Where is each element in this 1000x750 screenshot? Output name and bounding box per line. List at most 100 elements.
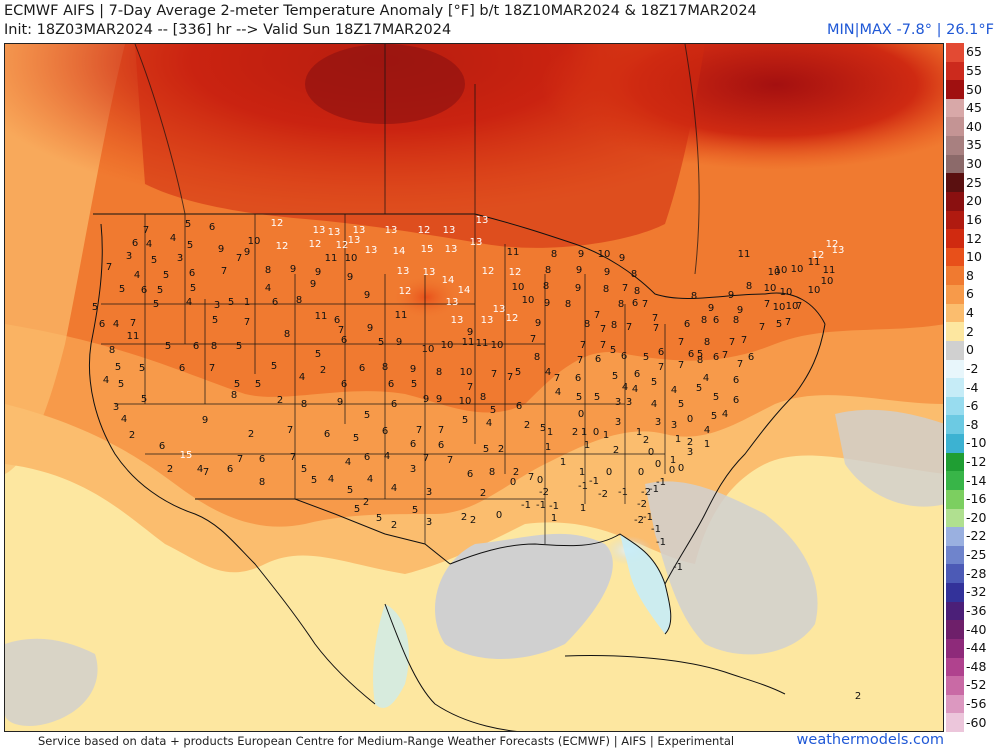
anomaly-value: 13 (446, 297, 459, 308)
anomaly-value: 3 (177, 253, 183, 264)
anomaly-value: 10 (422, 344, 435, 355)
anomaly-value: 5 (462, 415, 468, 426)
legend-label: 4 (966, 305, 974, 320)
east-atlantic-neutral-area (835, 409, 943, 507)
anomaly-value: 7 (600, 340, 606, 351)
anomaly-value: 8 (584, 319, 590, 330)
legend-swatch (946, 396, 964, 416)
legend-swatch (946, 638, 964, 658)
anomaly-value: 0 (687, 414, 693, 425)
anomaly-value: 8 (259, 477, 265, 488)
legend-swatch (946, 527, 964, 547)
legend-label: 55 (966, 62, 982, 78)
anomaly-value: 1 (670, 455, 676, 466)
anomaly-value: 8 (231, 390, 237, 401)
legend-label: -6 (966, 398, 979, 414)
anomaly-value: -1 (673, 562, 683, 573)
legend-label: 30 (966, 156, 982, 172)
anomaly-value: 5 (643, 352, 649, 363)
anomaly-value: 10 (808, 285, 821, 296)
anomaly-value: 1 (244, 297, 250, 308)
anomaly-value: 5 (713, 392, 719, 403)
anomaly-value: -1 (656, 537, 666, 548)
anomaly-value: 3 (214, 300, 220, 311)
anomaly-value: 7 (729, 337, 735, 348)
anomaly-value: 12 (418, 225, 431, 236)
anomaly-value: 7 (600, 324, 606, 335)
legend-label: 8 (966, 267, 974, 283)
anomaly-value: 6 (410, 439, 416, 450)
anomaly-value: 6 (621, 351, 627, 362)
legend-label: -10 (966, 435, 987, 451)
anomaly-value: 9 (604, 267, 610, 278)
legend-swatch (946, 266, 964, 286)
anomaly-value: 15 (421, 244, 434, 255)
anomaly-value: 2 (524, 420, 530, 431)
anomaly-value: 5 (115, 362, 121, 373)
min-max-readout: MIN|MAX -7.8° | 26.1°F (826, 22, 994, 38)
anomaly-value: 4 (299, 372, 305, 383)
anomaly-value: 2 (480, 488, 486, 499)
anomaly-value: 5 (612, 371, 618, 382)
anomaly-value: 5 (255, 379, 261, 390)
site-link[interactable]: weathermodels.com (796, 732, 944, 748)
legend-label: 25 (966, 174, 982, 190)
legend-swatch (946, 229, 964, 249)
data-credit: Service based on data + products Europea… (38, 734, 735, 748)
anomaly-value: 1 (545, 442, 551, 453)
legend-swatch (946, 378, 964, 398)
anomaly-value: -1 (651, 524, 661, 535)
legend-label: 12 (966, 230, 982, 246)
anomaly-value: 12 (482, 266, 495, 277)
anomaly-value: 6 (341, 379, 347, 390)
map-panel[interactable]: 12 13 13 13 13 12 13 13 12 12 12 13 13 14 15 13 13 13 13 14… (4, 43, 944, 732)
legend-swatch (946, 452, 964, 472)
anomaly-value: 0 (648, 447, 654, 458)
anomaly-value: 5 (697, 349, 703, 360)
anomaly-value: 8 (634, 286, 640, 297)
anomaly-value: 7 (237, 454, 243, 465)
anomaly-value: 1 (547, 427, 553, 438)
anomaly-value: 9 (578, 249, 584, 260)
anomaly-value: 7 (678, 337, 684, 348)
anomaly-value: 3 (126, 251, 132, 262)
anomaly-value: 5 (165, 341, 171, 352)
anomaly-value: 4 (632, 384, 638, 395)
anomaly-value: 4 (722, 409, 728, 420)
legend-label: -16 (966, 491, 987, 507)
legend-swatch (946, 43, 964, 63)
anomaly-value: 11 (808, 257, 821, 268)
anomaly-value: 5 (353, 433, 359, 444)
anomaly-value: 5 (610, 345, 616, 356)
color-scale-legend: 65 55 50 45 40 35 30 25 20 16 12 10 8 6 4 2 0 -2 -4 -6 -8 -10… (946, 43, 1000, 733)
anomaly-value: 9 (436, 394, 442, 405)
anomaly-value: 6 (391, 399, 397, 410)
legend-label: -40 (966, 621, 987, 637)
legend-label: -52 (966, 677, 987, 693)
anomaly-value: 5 (678, 399, 684, 410)
anomaly-value: 10 (768, 267, 781, 278)
legend-swatch (946, 98, 964, 118)
anomaly-value: 0 (606, 467, 612, 478)
anomaly-value: 9 (576, 265, 582, 276)
anomaly-value: 7 (438, 425, 444, 436)
anomaly-value: 12 (399, 286, 412, 297)
legend-swatch (946, 80, 964, 100)
anomaly-value: 8 (211, 341, 217, 352)
legend-swatch (946, 713, 964, 733)
anomaly-value: 9 (467, 327, 473, 338)
anomaly-value: 11 (738, 249, 751, 260)
anomaly-value: 9 (337, 397, 343, 408)
legend-label: -44 (966, 640, 987, 656)
legend-swatch (946, 434, 964, 454)
anomaly-value: 4 (103, 375, 109, 386)
anomaly-value: 9 (535, 318, 541, 329)
anomaly-value: 4 (671, 385, 677, 396)
legend-label: 2 (966, 323, 974, 339)
anomaly-value: 4 (703, 373, 709, 384)
anomaly-value: 5 (483, 444, 489, 455)
anomaly-value: 8 (611, 320, 617, 331)
anomaly-value: 5 (301, 464, 307, 475)
anomaly-value: 5 (651, 377, 657, 388)
anomaly-value: 10 (775, 265, 788, 276)
